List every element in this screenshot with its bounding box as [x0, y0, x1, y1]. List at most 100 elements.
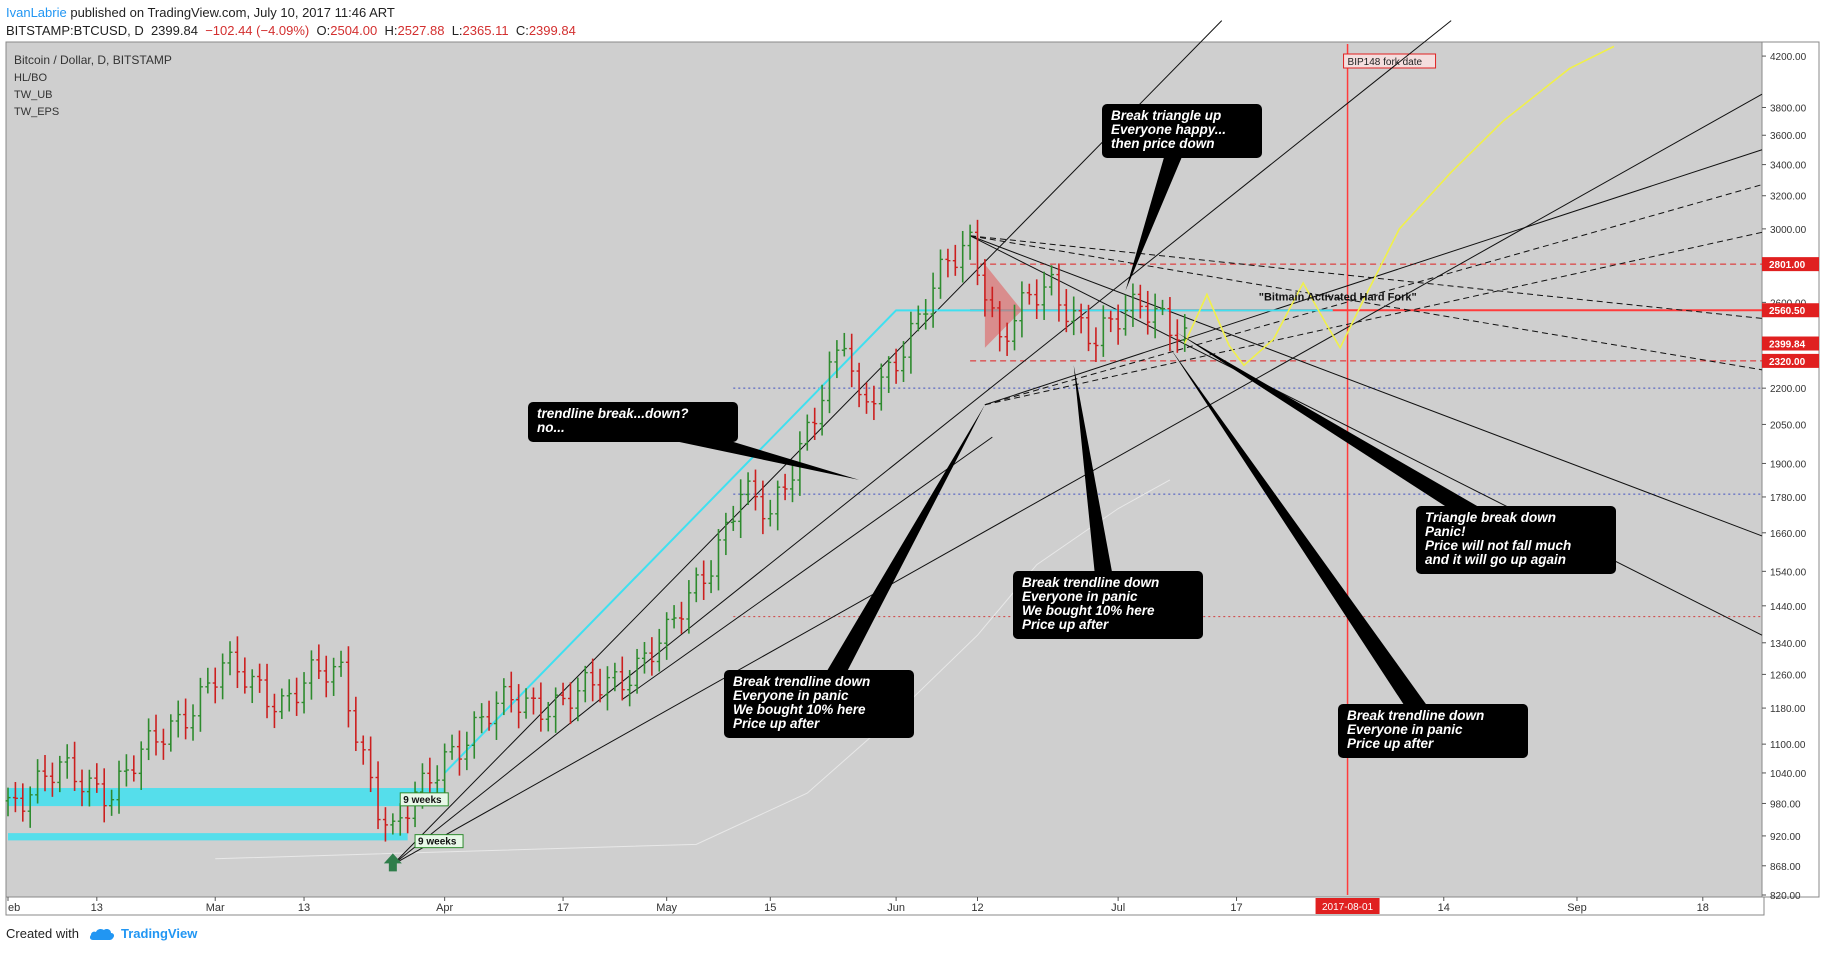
annotation-text: Everyone in panic	[733, 688, 849, 703]
price-bar	[12, 781, 18, 813]
weeks-text: 9 weeks	[403, 795, 442, 806]
price-bar	[242, 657, 248, 694]
price-bar	[471, 711, 477, 759]
price-bar	[375, 761, 381, 830]
high-label: H:	[384, 23, 398, 38]
y-tick-label: 1340.00	[1770, 639, 1807, 650]
price-bar	[5, 787, 11, 817]
price-bar	[1086, 304, 1092, 352]
annotation-text: Price up after	[733, 716, 820, 731]
x-tick-label: Sep	[1567, 902, 1587, 914]
price-label: 2560.50	[1769, 306, 1806, 317]
cloud-icon	[89, 928, 115, 940]
trend-line-dashed	[970, 235, 1763, 319]
y-tick-label: 3400.00	[1770, 161, 1807, 172]
close-value: 2399.84	[528, 23, 576, 38]
annotation-text: and it will go up again	[1425, 552, 1566, 567]
price-bar	[819, 384, 825, 436]
price-bar	[915, 305, 921, 332]
price-bar	[590, 658, 596, 702]
price-bar	[94, 763, 100, 793]
x-tick-label: Jul	[1111, 902, 1125, 914]
triangle-pattern	[984, 264, 1022, 348]
price-bar	[1034, 279, 1040, 320]
annotation-text: Price up after	[1022, 617, 1109, 632]
price-bar	[997, 301, 1003, 352]
price-bar	[856, 362, 862, 408]
annotation-text: Break trendline down	[1022, 575, 1159, 590]
price-bar	[715, 529, 721, 591]
price-bar	[160, 728, 166, 760]
price-bar	[945, 248, 951, 278]
x-tick-label: 17	[1230, 902, 1242, 914]
y-tick-label: 1260.00	[1770, 670, 1807, 681]
trend-line	[984, 149, 1763, 406]
price-bar	[427, 757, 433, 794]
annotation-box	[724, 670, 914, 738]
price-bar	[501, 678, 507, 716]
y-tick-label: 3200.00	[1770, 192, 1807, 203]
y-tick-label: 1040.00	[1770, 769, 1807, 780]
trailing-stop-line	[215, 479, 1171, 860]
price-bar	[723, 512, 729, 556]
indicator-label: HL/BO	[14, 72, 47, 84]
footer: Created with TradingView	[6, 926, 197, 941]
annotation-box	[528, 402, 738, 442]
indicator-label: TW_EPS	[14, 106, 59, 118]
annotation-trendline-break: trendline break...down?no...	[528, 402, 860, 480]
price-bar	[575, 677, 581, 722]
price-bar	[301, 672, 307, 714]
chart-title: Bitcoin / Dollar, D, BITSTAMP	[14, 53, 172, 67]
price-axis	[1761, 41, 1820, 898]
y-tick-label: 868.00	[1770, 862, 1801, 873]
price-bar	[405, 802, 411, 834]
price-bar	[760, 480, 766, 535]
price-bar	[967, 224, 973, 260]
price-bar	[730, 505, 736, 531]
trend-line	[969, 235, 1763, 537]
measured-move-line	[443, 309, 1333, 774]
price-bar	[656, 628, 662, 672]
price-bar	[212, 667, 218, 704]
price-bar	[671, 605, 677, 629]
price-bar	[382, 807, 388, 842]
fork-date-text: BIP148 fork date	[1348, 57, 1423, 68]
annotation-pointer	[810, 404, 985, 709]
price-bar	[849, 333, 855, 388]
price-bar	[982, 259, 988, 317]
annotation-text: Price up after	[1347, 736, 1434, 751]
price-bar	[641, 642, 647, 674]
price-bar	[1167, 297, 1173, 352]
price-bar	[1152, 293, 1158, 339]
annotation-text: Break trendline down	[1347, 708, 1484, 723]
price-label: 2399.84	[1769, 340, 1806, 351]
author-link[interactable]: IvanLabrie	[6, 5, 67, 20]
annotation-text: We bought 10% here	[1022, 603, 1155, 618]
price-bar	[649, 637, 655, 676]
y-tick-label: 980.00	[1770, 799, 1801, 810]
price-bar	[582, 665, 588, 703]
fork-date-label: BIP148 fork date	[1343, 53, 1437, 69]
price-label-bg	[1762, 303, 1819, 318]
low-label: L:	[451, 23, 463, 38]
price-bar	[434, 765, 440, 797]
price-bar	[1049, 265, 1055, 296]
price-label-bg	[1762, 336, 1819, 351]
trend-line	[969, 235, 1763, 636]
price-bar	[1019, 281, 1025, 338]
price-bar	[101, 768, 107, 823]
price-bar	[220, 653, 226, 700]
annotation-text: Panic!	[1425, 524, 1466, 539]
price-bar	[234, 636, 240, 689]
price-bar	[368, 736, 374, 793]
price-bar	[123, 754, 129, 787]
price-bar	[360, 735, 366, 765]
annotation-box	[1416, 506, 1616, 574]
annotation-box	[1102, 104, 1262, 158]
tradingview-logo[interactable]: TradingView	[89, 926, 197, 941]
price-bar	[619, 656, 625, 701]
price-bar	[952, 244, 958, 276]
